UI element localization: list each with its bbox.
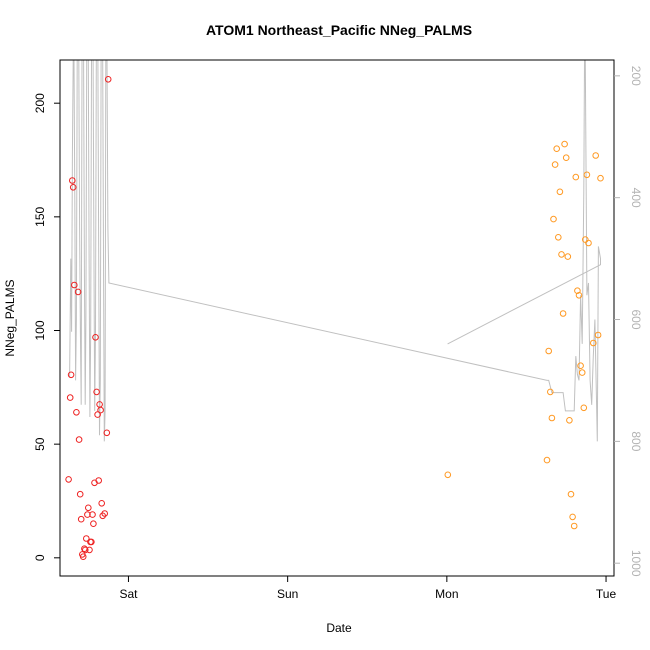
- series2-point: [590, 339, 597, 347]
- series2-point: [566, 417, 573, 424]
- y-axis: 0 50 100 150 200: [33, 93, 60, 561]
- series2-point: [572, 173, 580, 181]
- y2-tick-label: 1000: [629, 550, 643, 577]
- series1-point: [71, 281, 78, 289]
- series2-point: [444, 471, 452, 479]
- series1-point: [76, 490, 84, 498]
- series1-point: [82, 546, 89, 554]
- y-tick-label: 50: [33, 437, 47, 451]
- series1-point: [75, 436, 83, 443]
- series2-point: [548, 414, 556, 422]
- x-tick-label: Tue: [596, 587, 617, 601]
- series1-point: [77, 515, 85, 523]
- depth-line-layer: [69, 60, 601, 442]
- series1-point: [69, 177, 76, 184]
- series2-point: [547, 388, 554, 396]
- series2-point: [577, 362, 584, 370]
- series1-point: [65, 476, 72, 483]
- series2-point: [550, 215, 557, 223]
- series2-point: [569, 513, 576, 521]
- series1-point: [73, 409, 80, 416]
- series1-point: [83, 535, 90, 542]
- series2-point: [578, 369, 586, 376]
- series2-point: [575, 292, 583, 299]
- series1-point: [67, 371, 75, 379]
- series1-point: [69, 184, 77, 191]
- series1-point: [79, 553, 87, 561]
- x-axis: Sat Sun Mon Tue: [119, 576, 616, 601]
- x-tick-label: Sun: [277, 587, 298, 601]
- series2-point: [556, 188, 564, 196]
- y2-tick-label: 600: [629, 309, 643, 329]
- y-tick-label: 0: [33, 554, 47, 561]
- series1-point: [101, 510, 108, 517]
- series2-point: [594, 331, 602, 339]
- series1-point: [92, 334, 99, 341]
- series1-point: [104, 76, 112, 83]
- series1-point: [89, 511, 96, 518]
- series2-point: [592, 152, 600, 159]
- y-tick-label: 100: [33, 320, 47, 340]
- series2-point: [555, 234, 562, 241]
- series2-point: [553, 145, 561, 152]
- series2-point: [570, 522, 578, 530]
- series2-point: [561, 140, 568, 148]
- series1-point: [86, 546, 93, 554]
- plot-frame: [59, 59, 615, 577]
- series1-point: [94, 411, 101, 418]
- series2-point: [583, 171, 591, 179]
- y2-tick-label: 800: [629, 431, 643, 451]
- series2-point: [597, 174, 604, 182]
- series2-point: [567, 490, 575, 498]
- chart-title: ATOM1 Northeast_Pacific NNeg_PALMS: [206, 22, 472, 38]
- series2-point: [559, 310, 567, 317]
- series1-point: [88, 538, 95, 546]
- series2-point: [543, 456, 551, 464]
- series1-point: [98, 500, 105, 507]
- y-tick-label: 150: [33, 206, 47, 226]
- series2-point: [558, 251, 565, 258]
- series2-point: [574, 287, 581, 295]
- points-layer: [65, 76, 604, 561]
- series2-point: [562, 154, 570, 161]
- series2-point: [545, 347, 553, 355]
- series1-point: [90, 520, 97, 528]
- series1-point: [103, 429, 111, 437]
- y-axis-label: NNeg_PALMS: [3, 279, 17, 356]
- x-tick-label: Mon: [435, 587, 458, 601]
- series2-point: [585, 239, 592, 247]
- series1-point: [93, 388, 100, 396]
- series1-point: [74, 288, 82, 296]
- series1-point: [97, 406, 104, 414]
- series1-point: [85, 504, 92, 512]
- depth-line: [69, 60, 601, 442]
- y2-tick-label: 400: [629, 188, 643, 208]
- series1-point: [66, 394, 74, 401]
- series2-point: [580, 404, 588, 412]
- x-tick-label: Sat: [119, 587, 138, 601]
- y2-tick-label: 200: [629, 66, 643, 86]
- series1-point: [95, 477, 102, 484]
- y-tick-label: 200: [33, 93, 47, 113]
- y2-axis: 200 400 600 800 1000: [614, 66, 643, 577]
- series2-point: [551, 161, 559, 168]
- series2-point: [564, 253, 572, 260]
- x-axis-label: Date: [326, 621, 352, 635]
